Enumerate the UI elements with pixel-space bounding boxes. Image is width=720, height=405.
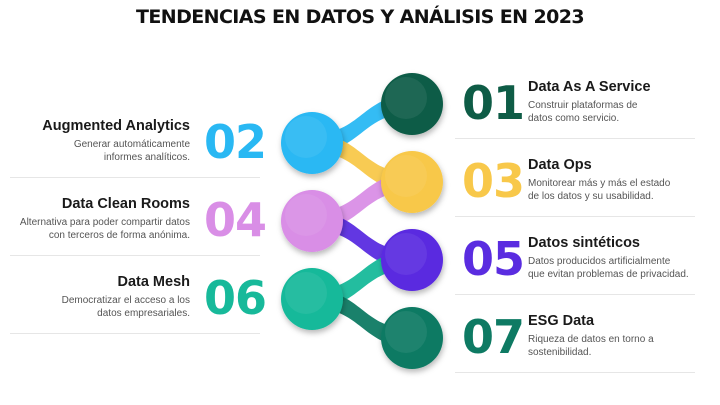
trend-number: 04 <box>204 193 267 247</box>
trend-number: 01 <box>462 76 525 130</box>
description-line: Alternativa para poder compartir datos <box>19 217 190 228</box>
circle-07 <box>381 307 443 369</box>
circle-03 <box>381 151 443 213</box>
separator-line <box>10 177 260 178</box>
description-line: Democratizar el acceso a los <box>61 295 190 306</box>
separator-line <box>10 333 260 334</box>
trend-title: Data Mesh <box>117 274 190 290</box>
trend-number: 02 <box>204 115 267 169</box>
trend-title: Augmented Analytics <box>42 118 190 134</box>
separator-line <box>455 372 695 373</box>
circle-05 <box>381 229 443 291</box>
trend-title: ESG Data <box>528 313 595 329</box>
description-line: Riqueza de datos en torno a <box>528 334 654 345</box>
trend-number: 06 <box>204 271 267 325</box>
trend-title: Data Clean Rooms <box>61 196 190 212</box>
description-line: Construir plataformas de <box>528 100 638 111</box>
trend-description: Monitorear más y más el estado de los dat… <box>528 177 718 203</box>
separator-line <box>455 216 695 217</box>
description-line: datos empresariales. <box>97 308 190 319</box>
trend-title: Datos sintéticos <box>528 235 640 251</box>
circle-02 <box>281 112 343 174</box>
separator-line <box>10 255 260 256</box>
description-line: que evitan problemas de privacidad. <box>528 269 689 280</box>
description-line: Generar automáticamente <box>73 139 190 150</box>
separator-line <box>455 138 695 139</box>
description-line: informes analíticos. <box>103 152 190 163</box>
separator-line <box>455 294 695 295</box>
trend-description: Construir plataformas de datos como servi… <box>528 99 718 125</box>
trend-description: Datos producidos artificialmente que evit… <box>528 255 718 281</box>
trend-description: Democratizar el acceso a los datos empres… <box>0 294 190 320</box>
description-line: datos como servicio. <box>528 113 620 124</box>
description-line: Datos producidos artificialmente <box>528 256 671 267</box>
trend-title: Data As A Service <box>528 79 651 95</box>
circle-06 <box>281 268 343 330</box>
description-line: Monitorear más y más el estado <box>528 178 671 189</box>
trend-description: Generar automáticamente informes analític… <box>0 138 190 164</box>
circle-01 <box>381 73 443 135</box>
description-line: con terceros de forma anónima. <box>48 230 190 241</box>
description-line: de los datos y su usabilidad. <box>528 191 654 202</box>
trend-description: Riqueza de datos en torno a sostenibilida… <box>528 333 718 359</box>
trend-number: 05 <box>462 232 525 286</box>
circle-04 <box>281 190 343 252</box>
trend-description: Alternativa para poder compartir datos co… <box>0 216 190 242</box>
description-line: sostenibilidad. <box>528 347 592 358</box>
page-title: TENDENCIAS EN DATOS Y ANÁLISIS EN 2023 <box>136 6 585 28</box>
trend-title: Data Ops <box>528 157 592 173</box>
trend-number: 03 <box>462 154 525 208</box>
trend-number: 07 <box>462 310 525 364</box>
